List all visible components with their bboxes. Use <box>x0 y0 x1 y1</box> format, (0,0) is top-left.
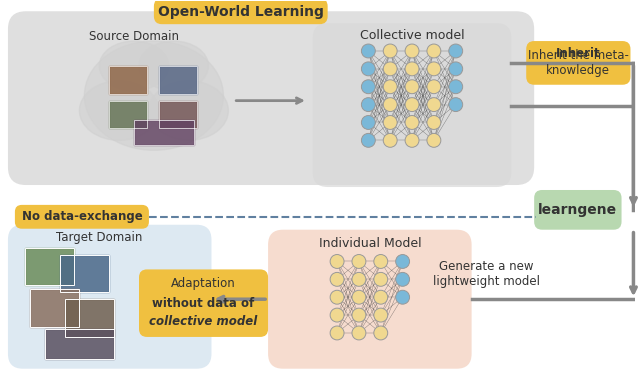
Circle shape <box>374 273 388 286</box>
Circle shape <box>427 44 441 58</box>
Bar <box>45 329 114 359</box>
FancyBboxPatch shape <box>15 205 149 229</box>
Circle shape <box>405 133 419 147</box>
Circle shape <box>352 273 366 286</box>
Circle shape <box>383 44 397 58</box>
Ellipse shape <box>149 81 228 140</box>
FancyBboxPatch shape <box>268 230 472 369</box>
Circle shape <box>374 326 388 340</box>
Bar <box>30 289 79 327</box>
Circle shape <box>352 254 366 268</box>
Bar <box>60 254 109 292</box>
FancyBboxPatch shape <box>534 190 621 230</box>
Circle shape <box>383 133 397 147</box>
Text: Generate a new
lightweight model: Generate a new lightweight model <box>433 261 540 288</box>
Bar <box>60 254 109 292</box>
Text: Inherit the meta-
knowledge: Inherit the meta- knowledge <box>528 49 628 77</box>
Bar <box>134 121 194 145</box>
Circle shape <box>330 308 344 322</box>
Text: Inherit: Inherit <box>556 48 601 60</box>
Text: learngene: learngene <box>538 203 618 217</box>
Circle shape <box>427 98 441 112</box>
Ellipse shape <box>84 41 223 150</box>
Text: Open-World Learning: Open-World Learning <box>158 5 324 19</box>
Circle shape <box>330 290 344 304</box>
Circle shape <box>405 62 419 76</box>
Circle shape <box>405 115 419 129</box>
Circle shape <box>405 98 419 112</box>
Ellipse shape <box>79 81 159 140</box>
Bar <box>25 248 74 285</box>
Circle shape <box>330 326 344 340</box>
Bar <box>109 101 147 129</box>
Bar <box>109 66 147 93</box>
Text: collective model: collective model <box>149 314 258 328</box>
Circle shape <box>449 80 463 93</box>
Circle shape <box>427 115 441 129</box>
Bar <box>30 289 79 327</box>
Bar <box>65 299 114 337</box>
Bar <box>159 101 196 129</box>
Text: No data-exchange: No data-exchange <box>22 210 142 223</box>
FancyBboxPatch shape <box>154 0 328 24</box>
Circle shape <box>362 98 375 112</box>
Circle shape <box>427 80 441 93</box>
Circle shape <box>362 44 375 58</box>
FancyBboxPatch shape <box>139 270 268 337</box>
Bar <box>25 248 74 285</box>
Circle shape <box>405 80 419 93</box>
Circle shape <box>362 80 375 93</box>
Circle shape <box>449 62 463 76</box>
Circle shape <box>352 290 366 304</box>
Bar <box>159 101 196 129</box>
Text: Target Domain: Target Domain <box>56 231 143 244</box>
Circle shape <box>405 44 419 58</box>
FancyBboxPatch shape <box>8 11 534 185</box>
FancyBboxPatch shape <box>8 225 211 369</box>
Circle shape <box>383 98 397 112</box>
Ellipse shape <box>99 41 169 91</box>
Circle shape <box>383 80 397 93</box>
Circle shape <box>383 115 397 129</box>
Circle shape <box>362 62 375 76</box>
Text: Individual Model: Individual Model <box>319 237 421 250</box>
Circle shape <box>374 290 388 304</box>
FancyBboxPatch shape <box>313 23 511 187</box>
Circle shape <box>362 133 375 147</box>
Circle shape <box>374 254 388 268</box>
Bar <box>109 66 147 93</box>
Text: without data of: without data of <box>152 297 255 310</box>
FancyBboxPatch shape <box>526 41 630 85</box>
Text: Adaptation: Adaptation <box>171 277 236 290</box>
Text: Source Domain: Source Domain <box>89 29 179 43</box>
Circle shape <box>374 308 388 322</box>
Ellipse shape <box>139 41 209 91</box>
Bar <box>134 121 194 145</box>
Circle shape <box>449 98 463 112</box>
Circle shape <box>383 62 397 76</box>
Bar <box>159 66 196 93</box>
Text: Collective model: Collective model <box>360 29 465 41</box>
Bar <box>65 299 114 337</box>
Bar <box>45 329 114 359</box>
Circle shape <box>330 273 344 286</box>
Circle shape <box>352 326 366 340</box>
Bar <box>159 66 196 93</box>
Circle shape <box>396 290 410 304</box>
Circle shape <box>362 115 375 129</box>
Circle shape <box>396 254 410 268</box>
Bar <box>109 101 147 129</box>
Circle shape <box>427 62 441 76</box>
Circle shape <box>352 308 366 322</box>
Circle shape <box>330 254 344 268</box>
Circle shape <box>396 273 410 286</box>
Circle shape <box>427 133 441 147</box>
Circle shape <box>449 44 463 58</box>
